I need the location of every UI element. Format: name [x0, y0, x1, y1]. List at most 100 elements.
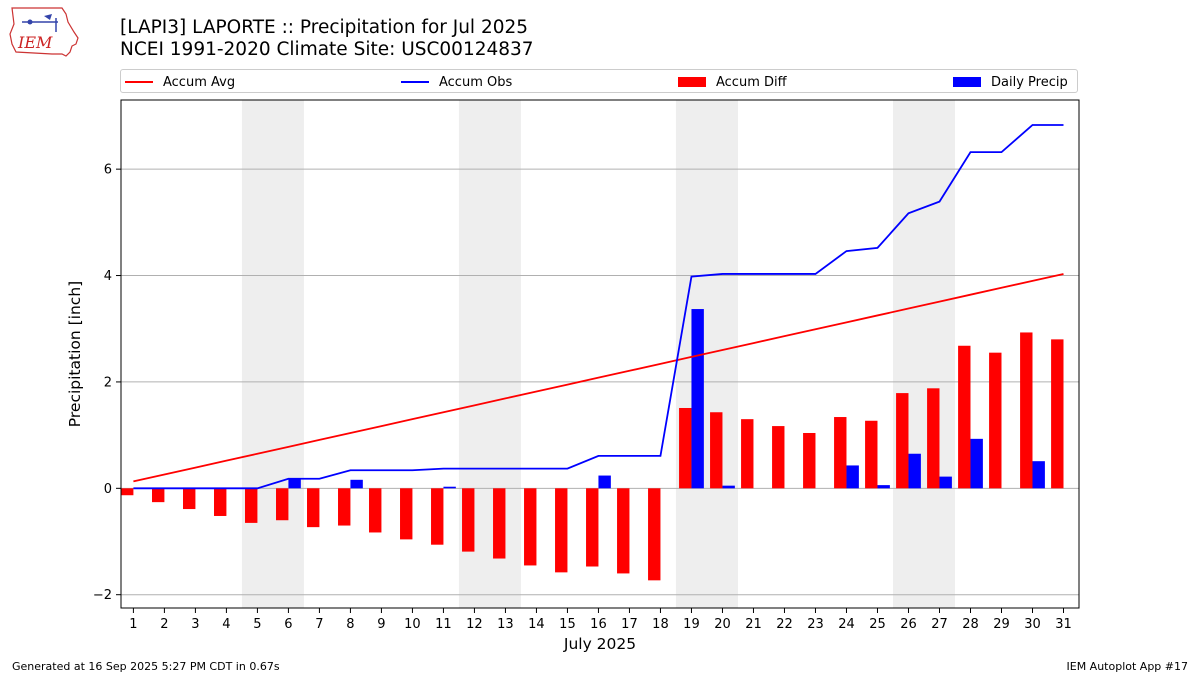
x-tick-label-3: 3	[191, 617, 199, 632]
y-axis-label: Precipitation [inch]	[66, 281, 84, 427]
legend-label-accum-obs: Accum Obs	[439, 74, 513, 90]
bar-accum-diff-day-3	[183, 488, 196, 510]
bar-accum-diff-day-21	[741, 419, 754, 489]
bar-accum-diff-day-24	[834, 417, 847, 489]
bar-daily-precip-day-28	[970, 438, 983, 489]
legend-label-accum-avg: Accum Avg	[163, 74, 236, 90]
x-tick-label-17: 17	[621, 617, 638, 632]
weekend-shade-1	[241, 100, 304, 608]
x-tick-label-27: 27	[931, 617, 948, 632]
bar-daily-precip-day-30	[1032, 461, 1045, 489]
bar-daily-precip-day-25	[877, 485, 890, 489]
legend-item-accum-avg: Accum Avg	[125, 73, 235, 91]
y-tick-label-0: 0	[104, 482, 112, 497]
chart-subtitle: NCEI 1991-2020 Climate Site: USC00124837	[120, 39, 534, 60]
y-tick-label-6: 6	[104, 163, 112, 178]
y-tick-label-4: 4	[104, 269, 112, 284]
bar-accum-diff-day-23	[803, 432, 816, 489]
chart-legend: Accum Avg Accum Obs Accum Diff Daily Pre…	[120, 69, 1078, 93]
x-tick-label-8: 8	[346, 617, 354, 632]
x-tick-label-19: 19	[683, 617, 700, 632]
bar-accum-diff-day-19	[679, 407, 692, 489]
bar-daily-precip-day-24	[846, 465, 859, 489]
legend-item-accum-obs: Accum Obs	[401, 73, 512, 91]
bar-daily-precip-day-6	[288, 478, 301, 489]
plot-frame	[120, 99, 1080, 609]
bar-accum-diff-day-4	[214, 488, 227, 516]
bar-accum-diff-day-29	[989, 352, 1002, 489]
line-accum-avg	[133, 273, 1064, 483]
bar-daily-precip-day-27	[939, 476, 952, 489]
x-tick-label-5: 5	[253, 617, 261, 632]
x-tick-label-11: 11	[435, 617, 452, 632]
x-tick-label-21: 21	[745, 617, 762, 632]
bar-accum-diff-day-18	[648, 488, 661, 581]
legend-label-accum-diff: Accum Diff	[716, 74, 787, 90]
bar-daily-precip-day-8	[350, 479, 363, 489]
x-tick-label-26: 26	[900, 617, 917, 632]
bar-daily-precip-day-19	[691, 309, 704, 489]
bar-daily-precip-day-16	[598, 475, 611, 489]
legend-swatch-accum-diff	[678, 77, 706, 87]
bar-accum-diff-day-12	[462, 488, 475, 552]
bar-accum-diff-day-28	[958, 345, 971, 489]
bar-accum-diff-day-20	[710, 412, 723, 489]
chart-title: [LAPI3] LAPORTE :: Precipitation for Jul…	[120, 17, 529, 38]
logo-text: IEM	[17, 33, 53, 52]
iem-logo: IEM	[9, 7, 79, 57]
bar-accum-diff-day-7	[307, 488, 320, 528]
y-tick-label--2: −2	[93, 588, 112, 603]
bar-accum-diff-day-26	[896, 393, 909, 489]
x-tick-label-29: 29	[993, 617, 1010, 632]
x-tick-label-28: 28	[962, 617, 979, 632]
legend-swatch-accum-avg	[125, 81, 153, 83]
bar-accum-diff-day-15	[555, 488, 568, 573]
x-tick-label-4: 4	[222, 617, 230, 632]
bar-accum-diff-day-6	[276, 488, 289, 521]
bar-accum-diff-day-22	[772, 426, 785, 489]
bar-daily-precip-day-26	[908, 453, 921, 489]
legend-label-daily-precip: Daily Precip	[991, 74, 1068, 90]
bar-accum-diff-day-27	[927, 388, 940, 489]
bar-accum-diff-day-13	[493, 488, 506, 559]
bar-accum-diff-day-16	[586, 488, 599, 567]
x-tick-label-24: 24	[838, 617, 855, 632]
bar-accum-diff-day-30	[1020, 332, 1033, 489]
footer-app: IEM Autoplot App #17	[1066, 660, 1189, 673]
x-axis-label: July 2025	[563, 635, 636, 653]
footer-generated: Generated at 16 Sep 2025 5:27 PM CDT in …	[12, 660, 280, 673]
x-tick-label-6: 6	[284, 617, 292, 632]
bar-accum-diff-day-2	[152, 488, 165, 503]
bar-accum-diff-day-14	[524, 488, 537, 566]
bar-accum-diff-day-31	[1051, 339, 1064, 489]
x-tick-label-25: 25	[869, 617, 886, 632]
y-tick-label-2: 2	[104, 375, 112, 390]
x-tick-label-16: 16	[590, 617, 607, 632]
bar-accum-diff-day-1	[121, 488, 134, 496]
x-tick-label-18: 18	[652, 617, 669, 632]
bar-accum-diff-day-25	[865, 420, 878, 489]
x-tick-label-30: 30	[1024, 617, 1041, 632]
x-tick-label-22: 22	[776, 617, 793, 632]
bar-accum-diff-day-17	[617, 488, 630, 574]
x-tick-label-23: 23	[807, 617, 824, 632]
weekend-shade-4	[892, 100, 955, 608]
x-tick-label-14: 14	[528, 617, 545, 632]
bar-accum-diff-day-5	[245, 488, 258, 523]
x-tick-label-13: 13	[497, 617, 514, 632]
x-tick-label-2: 2	[160, 617, 168, 632]
legend-item-daily-precip: Daily Precip	[953, 73, 1068, 91]
bar-accum-diff-day-9	[369, 488, 382, 533]
bar-accum-diff-day-10	[400, 488, 413, 540]
bar-accum-diff-day-11	[431, 488, 444, 545]
x-tick-label-9: 9	[377, 617, 385, 632]
x-tick-label-7: 7	[315, 617, 323, 632]
x-tick-label-12: 12	[466, 617, 483, 632]
x-tick-label-1: 1	[129, 617, 137, 632]
x-tick-label-20: 20	[714, 617, 731, 632]
legend-swatch-daily-precip	[953, 77, 981, 87]
bar-daily-precip-day-11	[443, 486, 456, 489]
line-accum-obs	[133, 124, 1064, 490]
x-tick-label-15: 15	[559, 617, 576, 632]
